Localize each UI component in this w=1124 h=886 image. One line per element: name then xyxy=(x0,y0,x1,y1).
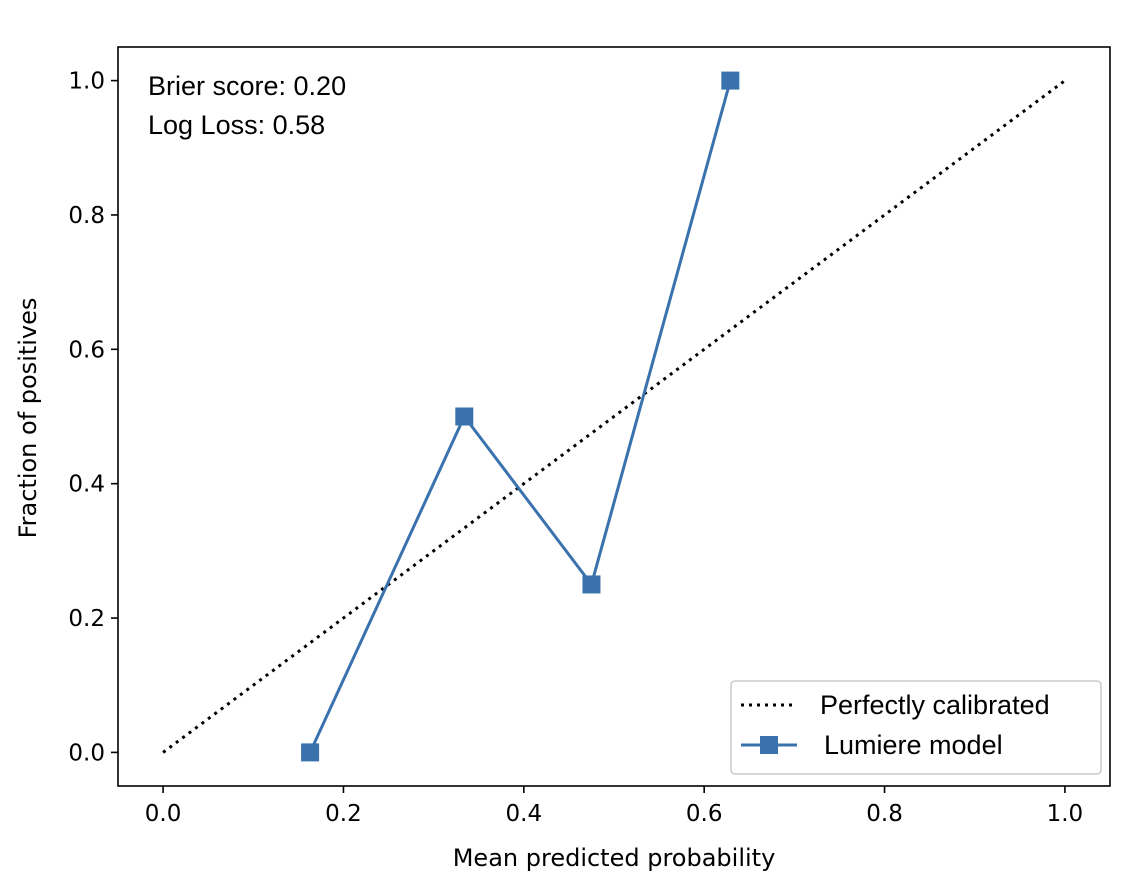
x-tick-label: 0.2 xyxy=(325,801,362,827)
x-tick-label: 0.0 xyxy=(145,801,182,827)
log-loss-annotation: Log Loss: 0.58 xyxy=(148,110,325,140)
y-axis-title: Fraction of positives xyxy=(14,298,42,539)
series-line-perfectly-calibrated xyxy=(162,79,1066,754)
plot-area xyxy=(162,71,1066,762)
x-tick-label: 0.8 xyxy=(866,801,903,827)
y-tick-label: 0.8 xyxy=(68,203,105,229)
x-tick-label: 0.6 xyxy=(686,801,723,827)
legend-label-lumiere-model: Lumiere model xyxy=(824,730,1003,760)
x-tick-label: 1.0 xyxy=(1047,801,1084,827)
legend-box xyxy=(730,680,1102,775)
legend: Perfectly calibrated Lumiere model xyxy=(730,680,1102,775)
series-line-lumiere-model xyxy=(308,80,732,754)
legend-marker-lumiere-model xyxy=(760,736,778,754)
x-axis-title: Mean predicted probability xyxy=(453,844,776,872)
y-tick-label: 1.0 xyxy=(68,69,105,95)
x-axis-ticks: 0.0 0.2 0.4 0.6 0.8 1.0 xyxy=(145,786,1083,827)
legend-label-perfectly-calibrated: Perfectly calibrated xyxy=(820,690,1050,720)
axes-frame xyxy=(117,46,1111,787)
x-tick-label: 0.4 xyxy=(506,801,543,827)
y-tick-label: 0.2 xyxy=(68,606,105,632)
y-tick-label: 0.4 xyxy=(68,472,105,498)
y-tick-label: 0.0 xyxy=(68,740,105,766)
data-point-marker xyxy=(721,71,740,90)
brier-score-annotation: Brier score: 0.20 xyxy=(148,71,346,101)
y-tick-label: 0.6 xyxy=(68,337,105,363)
y-axis-ticks: 0.0 0.2 0.4 0.6 0.8 1.0 xyxy=(68,69,118,766)
data-point-marker xyxy=(455,407,474,426)
data-point-marker xyxy=(582,575,601,594)
data-point-marker xyxy=(301,743,320,762)
